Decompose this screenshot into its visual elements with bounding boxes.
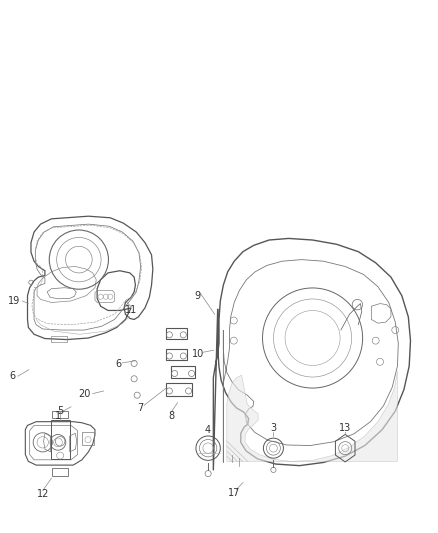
Text: 4: 4 xyxy=(205,425,211,434)
Bar xyxy=(50,420,70,459)
Bar xyxy=(166,383,192,396)
Bar xyxy=(51,336,67,342)
Text: 1: 1 xyxy=(55,411,61,422)
Bar xyxy=(166,349,187,360)
Text: 9: 9 xyxy=(194,290,200,301)
Text: 5: 5 xyxy=(57,406,63,416)
Text: 10: 10 xyxy=(192,349,204,359)
Text: 6: 6 xyxy=(115,359,121,369)
Text: 7: 7 xyxy=(138,403,144,414)
Bar xyxy=(166,328,187,339)
Bar xyxy=(52,468,68,475)
Text: 11: 11 xyxy=(125,305,137,315)
Text: 13: 13 xyxy=(339,423,351,433)
Text: 20: 20 xyxy=(78,389,90,399)
Bar xyxy=(82,432,94,445)
Text: 8: 8 xyxy=(168,411,174,421)
Text: 19: 19 xyxy=(8,296,21,306)
Text: 17: 17 xyxy=(228,488,240,498)
Text: 12: 12 xyxy=(36,489,49,499)
Text: 6: 6 xyxy=(9,371,15,381)
Bar xyxy=(171,366,195,378)
Polygon shape xyxy=(227,371,397,462)
Text: 3: 3 xyxy=(270,423,276,433)
Bar xyxy=(52,410,68,418)
